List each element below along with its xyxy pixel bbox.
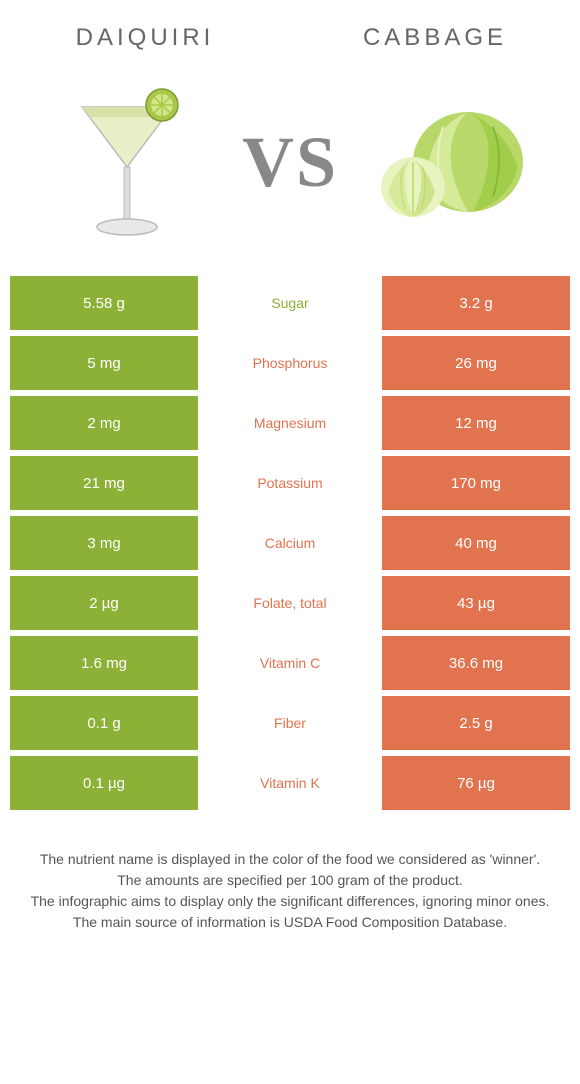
left-value: 5.58 g xyxy=(10,276,198,330)
table-row: 2 mgMagnesium12 mg xyxy=(10,396,570,450)
cocktail-glass-icon xyxy=(62,77,192,247)
nutrient-label: Fiber xyxy=(198,696,382,750)
right-value: 2.5 g xyxy=(382,696,570,750)
left-value: 0.1 µg xyxy=(10,756,198,810)
header: DAIQUIRI CABBAGE xyxy=(0,0,580,60)
right-value: 170 mg xyxy=(382,456,570,510)
table-row: 3 mgCalcium40 mg xyxy=(10,516,570,570)
nutrient-label: Phosphorus xyxy=(198,336,382,390)
table-row: 0.1 µgVitamin K76 µg xyxy=(10,756,570,810)
cabbage-image xyxy=(373,72,533,252)
nutrient-label: Magnesium xyxy=(198,396,382,450)
nutrient-label: Potassium xyxy=(198,456,382,510)
left-value: 5 mg xyxy=(10,336,198,390)
right-value: 40 mg xyxy=(382,516,570,570)
footer-line: The main source of information is USDA F… xyxy=(20,913,560,932)
footer-line: The nutrient name is displayed in the co… xyxy=(20,850,560,869)
nutrient-label: Vitamin C xyxy=(198,636,382,690)
title-left: DAIQUIRI xyxy=(0,24,290,52)
images-row: VS xyxy=(0,60,580,276)
left-value: 2 mg xyxy=(10,396,198,450)
table-row: 1.6 mgVitamin C36.6 mg xyxy=(10,636,570,690)
left-value: 21 mg xyxy=(10,456,198,510)
table-row: 5 mgPhosphorus26 mg xyxy=(10,336,570,390)
title-right: CABBAGE xyxy=(290,24,580,52)
footer-notes: The nutrient name is displayed in the co… xyxy=(20,850,560,932)
nutrient-label: Vitamin K xyxy=(198,756,382,810)
right-value: 26 mg xyxy=(382,336,570,390)
right-value: 36.6 mg xyxy=(382,636,570,690)
vs-text: VS xyxy=(242,121,338,204)
nutrient-label: Folate, total xyxy=(198,576,382,630)
nutrient-label: Calcium xyxy=(198,516,382,570)
footer-line: The amounts are specified per 100 gram o… xyxy=(20,871,560,890)
footer-line: The infographic aims to display only the… xyxy=(20,892,560,911)
daiquiri-image xyxy=(47,72,207,252)
right-value: 12 mg xyxy=(382,396,570,450)
right-value: 76 µg xyxy=(382,756,570,810)
right-value: 43 µg xyxy=(382,576,570,630)
cabbage-icon xyxy=(373,87,533,237)
table-row: 21 mgPotassium170 mg xyxy=(10,456,570,510)
left-value: 3 mg xyxy=(10,516,198,570)
right-value: 3.2 g xyxy=(382,276,570,330)
nutrient-label: Sugar xyxy=(198,276,382,330)
left-value: 1.6 mg xyxy=(10,636,198,690)
left-value: 0.1 g xyxy=(10,696,198,750)
table-row: 5.58 gSugar3.2 g xyxy=(10,276,570,330)
left-value: 2 µg xyxy=(10,576,198,630)
table-row: 2 µgFolate, total43 µg xyxy=(10,576,570,630)
nutrient-table: 5.58 gSugar3.2 g 5 mgPhosphorus26 mg 2 mgM… xyxy=(10,276,570,810)
table-row: 0.1 gFiber2.5 g xyxy=(10,696,570,750)
